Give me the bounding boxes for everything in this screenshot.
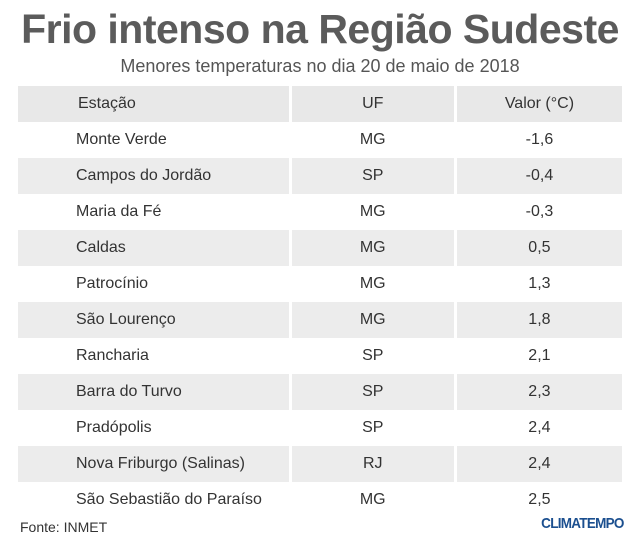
station-cell: Campos do Jordão <box>18 158 289 194</box>
station-cell: Maria da Fé <box>18 194 289 230</box>
value-cell: 2,5 <box>456 482 623 518</box>
uf-cell: MG <box>291 230 454 266</box>
station-cell: Rancharia <box>18 338 289 374</box>
temperature-table: Estação UF Valor (°C) Monte Verde MG -1,6 C… <box>18 86 623 518</box>
table-row: Maria da Fé MG -0,3 <box>18 194 623 230</box>
value-cell: 2,4 <box>456 446 623 482</box>
value-cell: 2,1 <box>456 338 623 374</box>
station-cell: São Sebastião do Paraíso <box>18 482 289 518</box>
page-title: Frio intenso na Região Sudeste <box>21 6 619 52</box>
uf-cell: SP <box>291 374 454 410</box>
climatempo-logo: CLIMATEMPO <box>541 515 624 532</box>
header-value: Valor (°C) <box>456 86 622 122</box>
source-note: Fonte: INMET <box>20 519 108 535</box>
header-uf: UF <box>291 86 454 122</box>
uf-cell: MG <box>291 482 454 518</box>
uf-cell: RJ <box>291 446 454 482</box>
station-cell: Patrocínio <box>18 266 289 302</box>
table-row: Monte Verde MG -1,6 <box>18 122 623 158</box>
uf-cell: SP <box>291 158 454 194</box>
uf-cell: MG <box>291 302 454 338</box>
table-row: Rancharia SP 2,1 <box>18 338 623 374</box>
station-cell: São Lourenço <box>18 302 289 338</box>
value-cell: 0,5 <box>456 230 623 266</box>
header-station: Estação <box>18 86 289 122</box>
table-row: Pradópolis SP 2,4 <box>18 410 623 446</box>
uf-cell: SP <box>291 410 454 446</box>
value-cell: 2,4 <box>456 410 623 446</box>
uf-cell: MG <box>291 122 454 158</box>
uf-cell: MG <box>291 266 454 302</box>
value-cell: -0,3 <box>456 194 623 230</box>
table-row: Patrocínio MG 1,3 <box>18 266 623 302</box>
table-row: Nova Friburgo (Salinas) RJ 2,4 <box>18 446 623 482</box>
table-row: São Sebastião do Paraíso MG 2,5 <box>18 482 623 518</box>
table-row: Campos do Jordão SP -0,4 <box>18 158 623 194</box>
value-cell: -1,6 <box>456 122 623 158</box>
value-cell: 1,3 <box>456 266 623 302</box>
station-cell: Pradópolis <box>18 410 289 446</box>
station-cell: Barra do Turvo <box>18 374 289 410</box>
table-row: São Lourenço MG 1,8 <box>18 302 623 338</box>
table-row: Caldas MG 0,5 <box>18 230 623 266</box>
uf-cell: MG <box>291 194 454 230</box>
station-cell: Caldas <box>18 230 289 266</box>
station-cell: Nova Friburgo (Salinas) <box>18 446 289 482</box>
value-cell: 2,3 <box>456 374 623 410</box>
page-subtitle: Menores temperaturas no dia 20 de maio d… <box>120 56 520 76</box>
table-header-row: Estação UF Valor (°C) <box>18 86 622 122</box>
value-cell: -0,4 <box>456 158 623 194</box>
value-cell: 1,8 <box>456 302 623 338</box>
uf-cell: SP <box>291 338 454 374</box>
table-row: Barra do Turvo SP 2,3 <box>18 374 623 410</box>
station-cell: Monte Verde <box>18 122 289 158</box>
